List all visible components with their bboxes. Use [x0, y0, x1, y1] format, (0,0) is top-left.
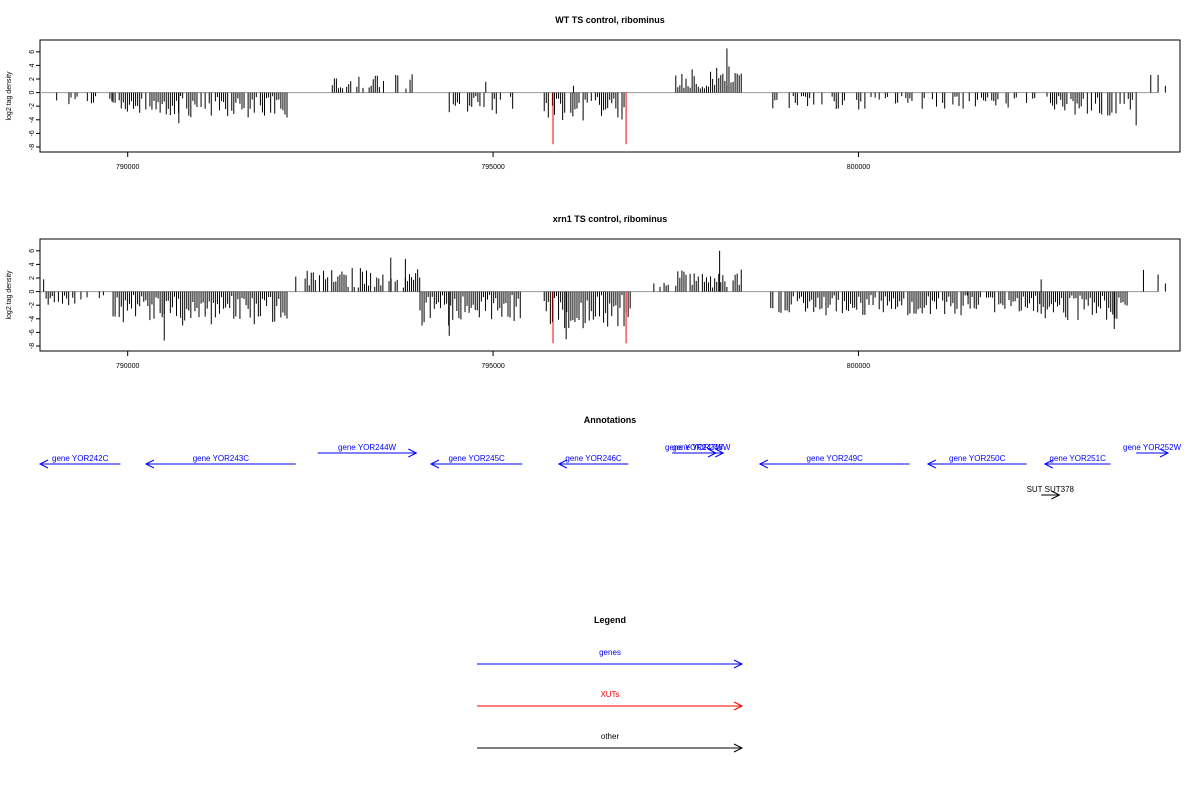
- feature-arrowhead: [758, 459, 769, 469]
- xrn1-y-tick-label: -8: [29, 343, 36, 349]
- xrn1-y-tick-label: -4: [29, 316, 36, 322]
- legend-panel: Legend genes XUTs other: [477, 615, 744, 753]
- xrn1-y-tick-label: 0: [29, 290, 36, 294]
- legend-items: genes XUTs other: [477, 648, 744, 753]
- annotation-features: gene YOR242C gene YOR243C gene YOR244W gene…: [38, 443, 1182, 500]
- wt-y-tick-label: 4: [29, 63, 36, 67]
- feature-arrowhead: [38, 459, 49, 469]
- feature-label: gene YOR243C: [193, 454, 250, 463]
- wt-axis-ticks: 6 4 2 0 -2 -4 -6 -8 790000 795000 800000: [29, 50, 870, 171]
- wt-y-axis-label: log2 tag density: [6, 71, 13, 121]
- legend-arrowhead-xut: [733, 701, 744, 711]
- legend-title: Legend: [594, 615, 626, 625]
- feature-arrowhead: [408, 448, 418, 458]
- wt-y-tick-label: -6: [29, 130, 36, 136]
- xrn1-x-tick-label: 790000: [116, 363, 139, 370]
- xrn1-x-tick-label: 800000: [847, 363, 870, 370]
- wt-plot-frame: [39, 39, 1181, 153]
- feature-arrowhead: [557, 459, 568, 469]
- legend-arrowhead-gene: [733, 659, 744, 669]
- annotations-title: Annotations: [584, 415, 637, 425]
- wt-y-tick-label: 2: [29, 77, 36, 81]
- xrn1-axis-ticks: 6 4 2 0 -2 -4 -6 -8 790000 795000 800000: [29, 249, 870, 370]
- legend-arrowhead-other: [733, 743, 744, 753]
- feature-label: gene YOR247W: [665, 443, 724, 452]
- wt-bars: [40, 48, 1166, 145]
- feature-label: gene YOR250C: [949, 454, 1006, 463]
- wt-track-title: WT TS control, ribominus: [555, 15, 665, 25]
- feature-label: gene YOR242C: [52, 454, 109, 463]
- feature-arrowhead: [144, 459, 155, 469]
- feature-label: gene YOR245C: [448, 454, 505, 463]
- wt-x-tick-label: 800000: [847, 164, 870, 171]
- feature-arrowhead: [926, 459, 937, 469]
- xrn1-y-tick-label: -2: [29, 302, 36, 308]
- feature-arrowhead: [429, 459, 440, 469]
- legend-label-gene: genes: [599, 648, 621, 657]
- wt-x-tick-label: 790000: [116, 164, 139, 171]
- feature-label: gene YOR252W: [1123, 443, 1182, 452]
- feature-label: gene YOR251C: [1050, 454, 1107, 463]
- wt-y-tick-label: 6: [29, 50, 36, 54]
- xrn1-y-tick-label: 4: [29, 262, 36, 266]
- feature-label: gene YOR249C: [807, 454, 864, 463]
- feature-arrowhead: [1043, 459, 1054, 469]
- xrn1-track-panel: xrn1 TS control, ribominus log2 tag dens…: [6, 214, 1181, 370]
- feature-label: gene YOR246C: [565, 454, 622, 463]
- wt-track-panel: WT TS control, ribominus log2 tag densit…: [6, 15, 1181, 171]
- wt-y-tick-label: -2: [29, 103, 36, 109]
- feature-label: gene YOR248W: [672, 443, 731, 452]
- wt-x-tick-label: 795000: [481, 164, 504, 171]
- wt-y-tick-label: -4: [29, 117, 36, 123]
- feature-arrowhead: [715, 448, 725, 458]
- wt-y-tick-label: -8: [29, 144, 36, 150]
- wt-y-tick-label: 0: [29, 91, 36, 95]
- xrn1-bars: [39, 250, 1166, 344]
- feature-label: gene YOR244W: [338, 443, 397, 452]
- xrn1-y-tick-label: 2: [29, 276, 36, 280]
- legend-label-xut: XUTs: [600, 690, 619, 699]
- annotations-panel: Annotations gene YOR242C gene YOR243Cgene…: [38, 415, 1182, 500]
- xrn1-track-title: xrn1 TS control, ribominus: [553, 214, 668, 224]
- xrn1-y-tick-label: -6: [29, 329, 36, 335]
- xrn1-y-axis-label: log2 tag density: [6, 270, 13, 320]
- xrn1-y-tick-label: 6: [29, 249, 36, 253]
- feature-arrowhead: [1159, 448, 1170, 458]
- legend-label-other: other: [601, 732, 620, 741]
- feature-arrowhead: [1051, 490, 1061, 500]
- xrn1-x-tick-label: 795000: [481, 363, 504, 370]
- feature-label: SUT SUT378: [1027, 485, 1075, 494]
